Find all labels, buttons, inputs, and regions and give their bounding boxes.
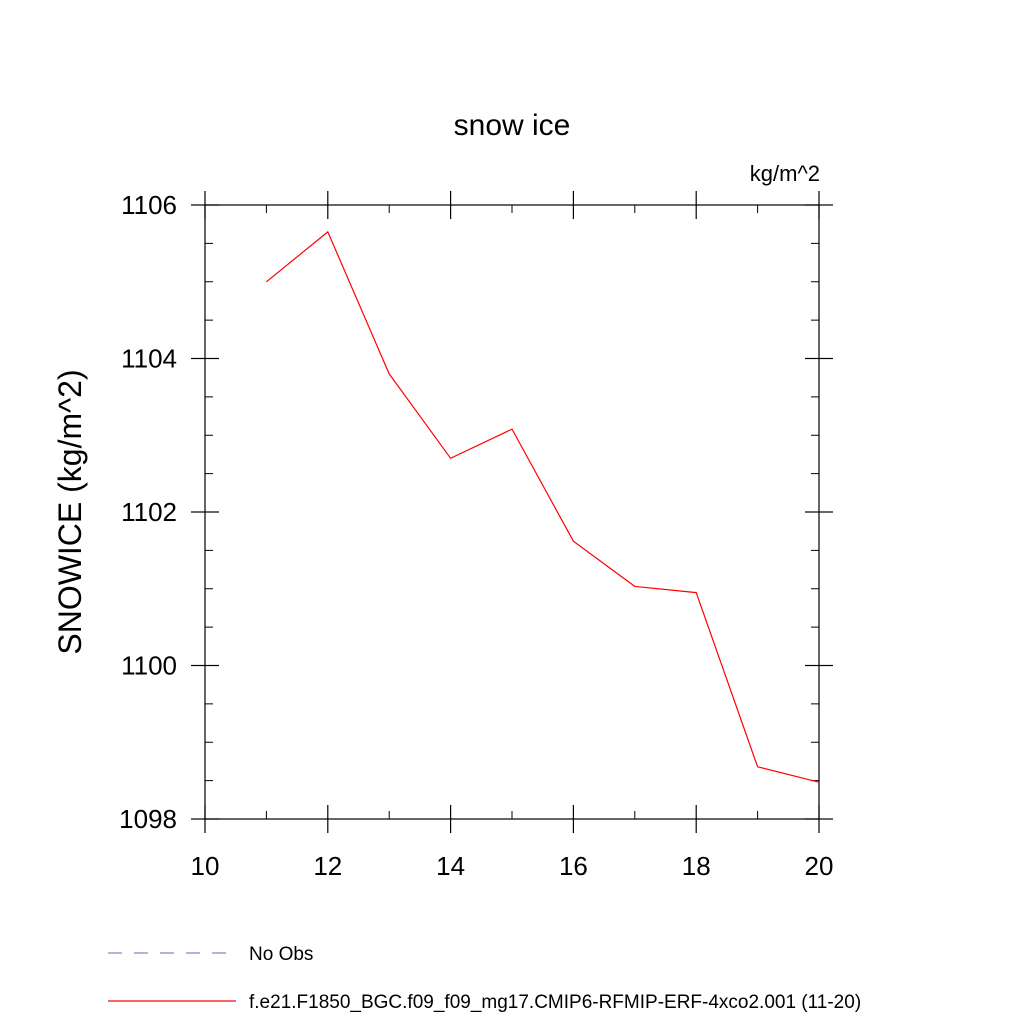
units-label: kg/m^2 [750,161,820,186]
x-tick-label: 18 [682,851,711,881]
plot-frame [204,204,820,820]
y-tick-label: 1102 [121,497,177,527]
x-tick-label: 20 [805,851,834,881]
y-axis-label: SNOWICE (kg/m^2) [52,369,88,654]
y-tick-label: 1098 [119,804,177,834]
y-tick-label: 1104 [121,344,177,374]
y-tick-label: 1100 [121,651,177,681]
chart-title: snow ice [454,109,571,142]
x-tick-label: 12 [313,851,342,881]
series-line [266,230,820,783]
axis-ticks: 10 12 14 16 18 20 1098 1100 1102 1104 1106 [119,190,833,881]
series-layer [266,230,820,783]
legend: No Obs f.e21.F1850_BGC.f09_f09_mg17.CMIP6… [108,944,861,1013]
y-tick-label: 1106 [121,190,177,220]
x-tick-label: 14 [436,851,465,881]
x-tick-label: 16 [559,851,588,881]
legend-label: No Obs [249,944,313,965]
legend-label: f.e21.F1850_BGC.f09_f09_mg17.CMIP6-RFMIP… [249,992,861,1013]
x-tick-label: 10 [191,851,220,881]
